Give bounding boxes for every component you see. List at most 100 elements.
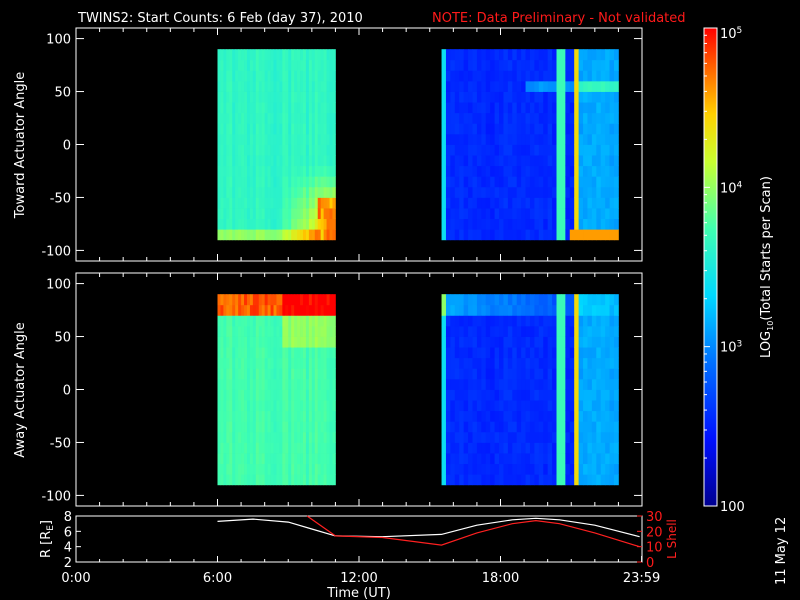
heatmap-cell <box>547 112 553 124</box>
heatmap-cell <box>291 80 295 92</box>
heatmap-cell <box>288 336 292 348</box>
heatmap-cell <box>543 347 549 359</box>
heatmap-cell <box>552 463 557 475</box>
heatmap-cell <box>232 165 236 177</box>
heatmap-cell <box>512 133 518 145</box>
heatmap-cell <box>246 304 251 316</box>
heatmap-cell <box>311 336 316 348</box>
heatmap-cell <box>282 91 286 103</box>
heatmap-cell <box>560 123 566 135</box>
heatmap-cell <box>320 431 325 443</box>
heatmap-cell <box>249 70 254 82</box>
heatmap-cell <box>308 208 313 220</box>
heatmap-cell <box>288 410 292 422</box>
heatmap-cell <box>534 59 540 71</box>
heatmap-cell <box>507 347 513 359</box>
heatmap-cell <box>246 218 251 230</box>
heatmap-cell <box>305 325 310 337</box>
heatmap-cell <box>552 80 557 92</box>
heatmap-cell <box>294 325 298 337</box>
heatmap-cell <box>297 421 301 433</box>
heatmap-cell <box>459 463 465 475</box>
heatmap-cell <box>314 400 319 412</box>
heatmap-cell <box>476 80 482 92</box>
heatmap-cell <box>565 186 571 198</box>
heatmap-cell <box>441 144 447 156</box>
heatmap-cell <box>217 91 221 103</box>
heatmap-cell <box>288 59 292 71</box>
heatmap-cell <box>300 325 304 337</box>
heatmap-cell <box>220 453 224 465</box>
heatmap-cell <box>521 165 526 177</box>
heatmap-cell <box>583 176 588 188</box>
heatmap-cell <box>476 347 482 359</box>
heatmap-cell <box>320 315 325 327</box>
heatmap-cell <box>323 442 327 454</box>
heatmap-cell <box>556 165 562 177</box>
heatmap-cell <box>450 155 456 167</box>
heatmap-cell <box>267 186 271 198</box>
heatmap-cell <box>302 102 307 114</box>
heatmap-cell <box>613 165 619 177</box>
heatmap-cell <box>609 463 615 475</box>
heatmap-cell <box>220 336 224 348</box>
heatmap-cell <box>294 315 298 327</box>
heatmap-cell <box>258 410 263 422</box>
heatmap-cell <box>317 389 322 401</box>
heatmap-cell <box>516 123 522 135</box>
heatmap-cell <box>494 59 500 71</box>
heatmap-cell <box>258 70 263 82</box>
heatmap-cell <box>244 442 248 454</box>
heatmap-cell <box>244 186 248 198</box>
heatmap-cell <box>499 176 504 188</box>
heatmap-cell <box>556 421 562 433</box>
heatmap-cell <box>308 336 313 348</box>
heatmap-cell <box>261 304 266 316</box>
heatmap-cell <box>285 357 289 369</box>
heatmap-cell <box>226 59 230 71</box>
heatmap-cell <box>445 112 451 124</box>
heatmap-cell <box>288 389 292 401</box>
heatmap-cell <box>332 378 336 390</box>
heatmap-cell <box>229 442 233 454</box>
heatmap-cell <box>332 80 336 92</box>
heatmap-cell <box>258 144 263 156</box>
heatmap-cell <box>605 123 610 135</box>
heatmap-cell <box>314 431 319 443</box>
heatmap-cell <box>232 91 236 103</box>
heatmap-cell <box>302 294 307 306</box>
heatmap-cell <box>543 431 549 443</box>
heatmap-cell <box>229 144 233 156</box>
heatmap-cell <box>556 186 562 198</box>
heatmap-cell <box>507 208 513 220</box>
heatmap-cell <box>600 368 606 380</box>
heatmap-cell <box>454 357 460 369</box>
heatmap-cell <box>534 336 540 348</box>
heatmap-cell <box>305 410 310 422</box>
heatmap-cell <box>258 400 263 412</box>
heatmap-cell <box>282 463 286 475</box>
heatmap-cell <box>543 463 549 475</box>
heatmap-cell <box>255 208 260 220</box>
r-tick-label: 8 <box>64 510 72 525</box>
heatmap-cell <box>273 453 277 465</box>
heatmap-cell <box>238 155 242 167</box>
heatmap-cell <box>317 176 322 188</box>
heatmap-cell <box>499 197 504 209</box>
heatmap-cell <box>320 165 325 177</box>
heatmap-cell <box>512 421 518 433</box>
heatmap-cell <box>302 218 307 230</box>
heatmap-cell <box>297 431 301 443</box>
heatmap-cell <box>226 389 230 401</box>
heatmap-cell <box>229 186 233 198</box>
heatmap-cell <box>220 70 224 82</box>
heatmap-cell <box>244 400 248 412</box>
heatmap-cell <box>273 474 277 486</box>
heatmap-cell <box>445 208 451 220</box>
heatmap-cell <box>441 155 447 167</box>
heatmap-cell <box>282 155 286 167</box>
heatmap-cell <box>288 197 292 209</box>
heatmap-cell <box>302 378 307 390</box>
heatmap-cell <box>294 347 298 359</box>
heatmap-cell <box>450 186 456 198</box>
